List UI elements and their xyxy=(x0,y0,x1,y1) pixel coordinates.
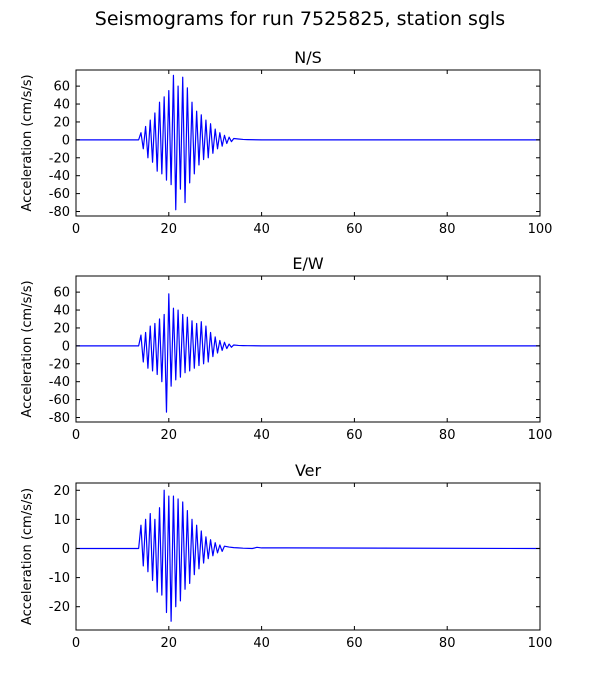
x-tick-label: 100 xyxy=(528,636,553,651)
y-tick-label: 40 xyxy=(53,98,70,113)
x-tick-label: 60 xyxy=(346,428,363,443)
x-tick-label: 40 xyxy=(253,428,270,443)
chart-title: N/S xyxy=(294,48,322,67)
y-tick-label: 40 xyxy=(53,304,70,319)
x-tick-label: 40 xyxy=(253,222,270,237)
y-tick-label: 60 xyxy=(53,80,70,95)
y-tick-label: -20 xyxy=(49,357,70,372)
chart-panel-1: N/S 0 20 40 60 80 100 -80 -60 -40 -20 0 20 40 60 Accele… xyxy=(20,48,552,237)
x-tick-label: 100 xyxy=(528,222,553,237)
y-tick-label: 20 xyxy=(53,115,70,130)
axes-frame xyxy=(75,275,541,423)
y-tick-label: 0 xyxy=(62,339,70,354)
y-axis-label: Acceleration (cm/s/s) xyxy=(20,488,35,625)
y-tick-label: 10 xyxy=(53,513,70,528)
x-tick-label: 40 xyxy=(253,636,270,651)
y-axis-label: Acceleration (cm/s/s) xyxy=(20,74,35,211)
x-tick-label: 0 xyxy=(72,428,80,443)
y-tick-label: 20 xyxy=(53,321,70,336)
y-tick-label: -20 xyxy=(49,600,70,615)
x-tick-label: 0 xyxy=(72,222,80,237)
y-tick-label: -40 xyxy=(49,169,70,184)
axes-frame xyxy=(75,482,541,631)
y-tick-label: -60 xyxy=(49,393,70,408)
chart-panel-3: Ver 0 20 40 60 80 100 -20 -10 0 10 20 Acceleration (… xyxy=(20,461,552,651)
y-tick-label: 20 xyxy=(53,484,70,499)
x-tick-label: 60 xyxy=(346,222,363,237)
x-tick-label: 0 xyxy=(72,636,80,651)
y-tick-label: 0 xyxy=(62,542,70,557)
series-line xyxy=(76,74,540,211)
series-line xyxy=(76,489,541,622)
chart-panel-2: E/W 0 20 40 60 80 100 -80 -60 -40 -20 0 20 40 60 Accele… xyxy=(20,254,552,443)
y-tick-label: -20 xyxy=(49,151,70,166)
x-tick-label: 80 xyxy=(439,222,456,237)
series-line xyxy=(76,293,540,413)
chart-title: Ver xyxy=(295,461,322,480)
x-tick-label: 20 xyxy=(161,222,178,237)
chart-title: E/W xyxy=(292,254,324,273)
y-tick-label: -60 xyxy=(49,187,70,202)
x-tick-label: 20 xyxy=(161,636,178,651)
x-tick-label: 60 xyxy=(346,636,363,651)
x-tick-label: 100 xyxy=(528,428,553,443)
y-tick-label: -80 xyxy=(49,205,70,220)
y-tick-label: -10 xyxy=(49,571,70,586)
y-tick-label: 60 xyxy=(53,286,70,301)
axes-frame xyxy=(75,69,541,217)
y-tick-label: -80 xyxy=(49,411,70,426)
x-tick-label: 80 xyxy=(439,428,456,443)
x-tick-label: 20 xyxy=(161,428,178,443)
y-axis-label: Acceleration (cm/s/s) xyxy=(20,280,35,417)
y-tick-label: 0 xyxy=(62,133,70,148)
y-tick-label: -40 xyxy=(49,375,70,390)
x-tick-label: 80 xyxy=(439,636,456,651)
figure-title: Seismograms for run 7525825, station sgl… xyxy=(94,8,506,30)
